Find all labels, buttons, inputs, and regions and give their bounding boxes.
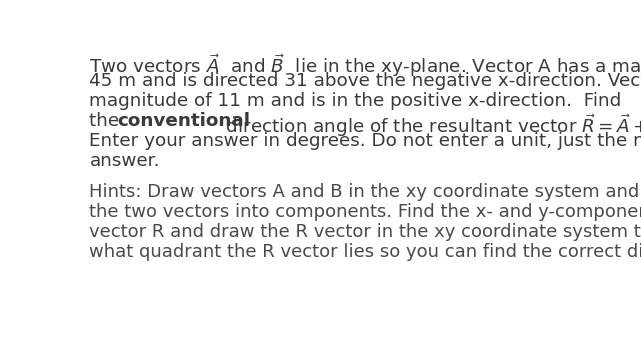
Text: Two vectors $\vec{A}$  and $\vec{B}$  lie in the xy-plane. Vector A has a magnit: Two vectors $\vec{A}$ and $\vec{B}$ lie … bbox=[90, 52, 641, 78]
Text: Hints: Draw vectors A and B in the xy coordinate system and resolve: Hints: Draw vectors A and B in the xy co… bbox=[90, 182, 641, 201]
Text: 45 m and is directed 31 above the negative x-direction. Vector B has a: 45 m and is directed 31 above the negati… bbox=[90, 72, 641, 90]
Text: magnitude of 11 m and is in the positive x-direction.  Find: magnitude of 11 m and is in the positive… bbox=[90, 92, 622, 110]
Text: conventional: conventional bbox=[117, 112, 251, 130]
Text: what quadrant the R vector lies so you can find the correct direction.: what quadrant the R vector lies so you c… bbox=[90, 243, 641, 261]
Text: the: the bbox=[90, 112, 126, 130]
Text: vector R and draw the R vector in the xy coordinate system to check in: vector R and draw the R vector in the xy… bbox=[90, 223, 641, 241]
Text: direction angle of the resultant vector $\vec{R} = \vec{A} + \vec{B}$ .: direction angle of the resultant vector … bbox=[221, 112, 641, 139]
Text: Enter your answer in degrees. Do not enter a unit, just the numerical: Enter your answer in degrees. Do not ent… bbox=[90, 132, 641, 150]
Text: the two vectors into components. Find the x- and y-components of: the two vectors into components. Find th… bbox=[90, 203, 641, 221]
Text: answer.: answer. bbox=[90, 152, 160, 170]
